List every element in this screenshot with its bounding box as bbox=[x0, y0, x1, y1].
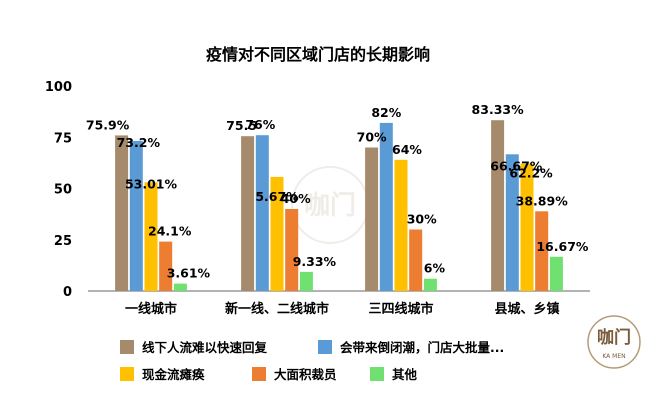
bar bbox=[159, 241, 173, 291]
legend-swatch bbox=[120, 340, 134, 354]
data-label: 16.67% bbox=[536, 239, 589, 254]
legend-label: 大面积裁员 bbox=[274, 367, 337, 382]
brand-logo: 咖门 KA MEN bbox=[587, 315, 641, 369]
data-label: 38.89% bbox=[516, 193, 569, 208]
data-label: 53.01% bbox=[125, 176, 178, 191]
legend-label: 现金流瘫痪 bbox=[142, 367, 205, 382]
data-label: 75.9% bbox=[86, 117, 130, 132]
y-tick-label: 50 bbox=[54, 183, 72, 198]
bar bbox=[520, 163, 534, 291]
chart-title: 疫情对不同区域门店的长期影响 bbox=[206, 45, 430, 64]
bar bbox=[285, 209, 299, 291]
data-label: 70% bbox=[357, 130, 387, 145]
data-label: 66.67% bbox=[490, 158, 543, 173]
watermark-logo: 咖门 bbox=[291, 166, 369, 244]
data-label: 64% bbox=[392, 142, 422, 157]
legend-label: 其他 bbox=[392, 367, 418, 382]
bar bbox=[144, 182, 158, 291]
data-label: 75.5 bbox=[226, 118, 257, 133]
x-tick-label: 三四线城市 bbox=[368, 301, 433, 317]
bar bbox=[394, 159, 408, 291]
legend-swatch bbox=[252, 367, 266, 381]
data-label: 24.1% bbox=[148, 224, 192, 239]
bar bbox=[505, 154, 519, 291]
svg-text:KA MEN: KA MEN bbox=[602, 353, 625, 360]
legend-swatch bbox=[120, 367, 134, 381]
legend-label: 会带来倒闭潮，门店大批量... bbox=[340, 340, 504, 355]
legend-label: 线下人流难以快速回复 bbox=[142, 340, 268, 355]
x-tick-label: 县城、乡镇 bbox=[494, 301, 559, 317]
data-labels: 75.9% 73.2% 53.01% 24.1% 3.61% 75.576% 5.67%40… bbox=[86, 102, 589, 280]
axes: 0 25 50 75 100 一线城市 新一线、二线城市 三四线城市 县城、乡镇 bbox=[45, 80, 590, 317]
bar bbox=[549, 256, 563, 291]
legend-swatch bbox=[370, 367, 384, 381]
data-label: 83.33% bbox=[472, 102, 525, 117]
y-tick-label: 0 bbox=[63, 285, 72, 300]
bar bbox=[299, 271, 313, 291]
bar bbox=[409, 229, 423, 291]
svg-text:咖门: 咖门 bbox=[597, 327, 631, 348]
y-tick-label: 25 bbox=[54, 234, 72, 249]
bar bbox=[270, 176, 284, 291]
data-label: 76% bbox=[245, 117, 275, 132]
x-tick-label: 一线城市 bbox=[125, 301, 177, 317]
bar bbox=[365, 147, 379, 291]
bars bbox=[115, 120, 563, 292]
bar bbox=[535, 211, 549, 291]
bar bbox=[115, 135, 129, 291]
data-label: 40% bbox=[281, 191, 311, 206]
bar bbox=[241, 136, 255, 291]
data-label: 5.67% bbox=[255, 189, 299, 204]
data-label: 6% bbox=[424, 261, 446, 276]
bar bbox=[129, 140, 143, 291]
data-label: 82% bbox=[371, 105, 401, 120]
data-label: 30% bbox=[407, 212, 437, 227]
data-label: 62.2% bbox=[509, 166, 553, 181]
legend: 线下人流难以快速回复 会带来倒闭潮，门店大批量... 现金流瘫痪 大面积裁员 其他 bbox=[120, 340, 504, 382]
bar bbox=[491, 120, 505, 291]
bar bbox=[255, 135, 269, 291]
x-tick-label: 新一线、二线城市 bbox=[225, 301, 329, 317]
y-tick-label: 75 bbox=[54, 131, 72, 146]
data-label: 3.61% bbox=[167, 266, 211, 281]
y-tick-label: 100 bbox=[45, 80, 72, 95]
svg-text:咖门: 咖门 bbox=[304, 191, 356, 221]
data-label: 73.2% bbox=[117, 135, 161, 150]
bar bbox=[423, 278, 437, 291]
legend-swatch bbox=[318, 340, 332, 354]
bar bbox=[173, 283, 187, 291]
bar bbox=[379, 122, 393, 292]
data-label: 9.33% bbox=[293, 254, 337, 269]
